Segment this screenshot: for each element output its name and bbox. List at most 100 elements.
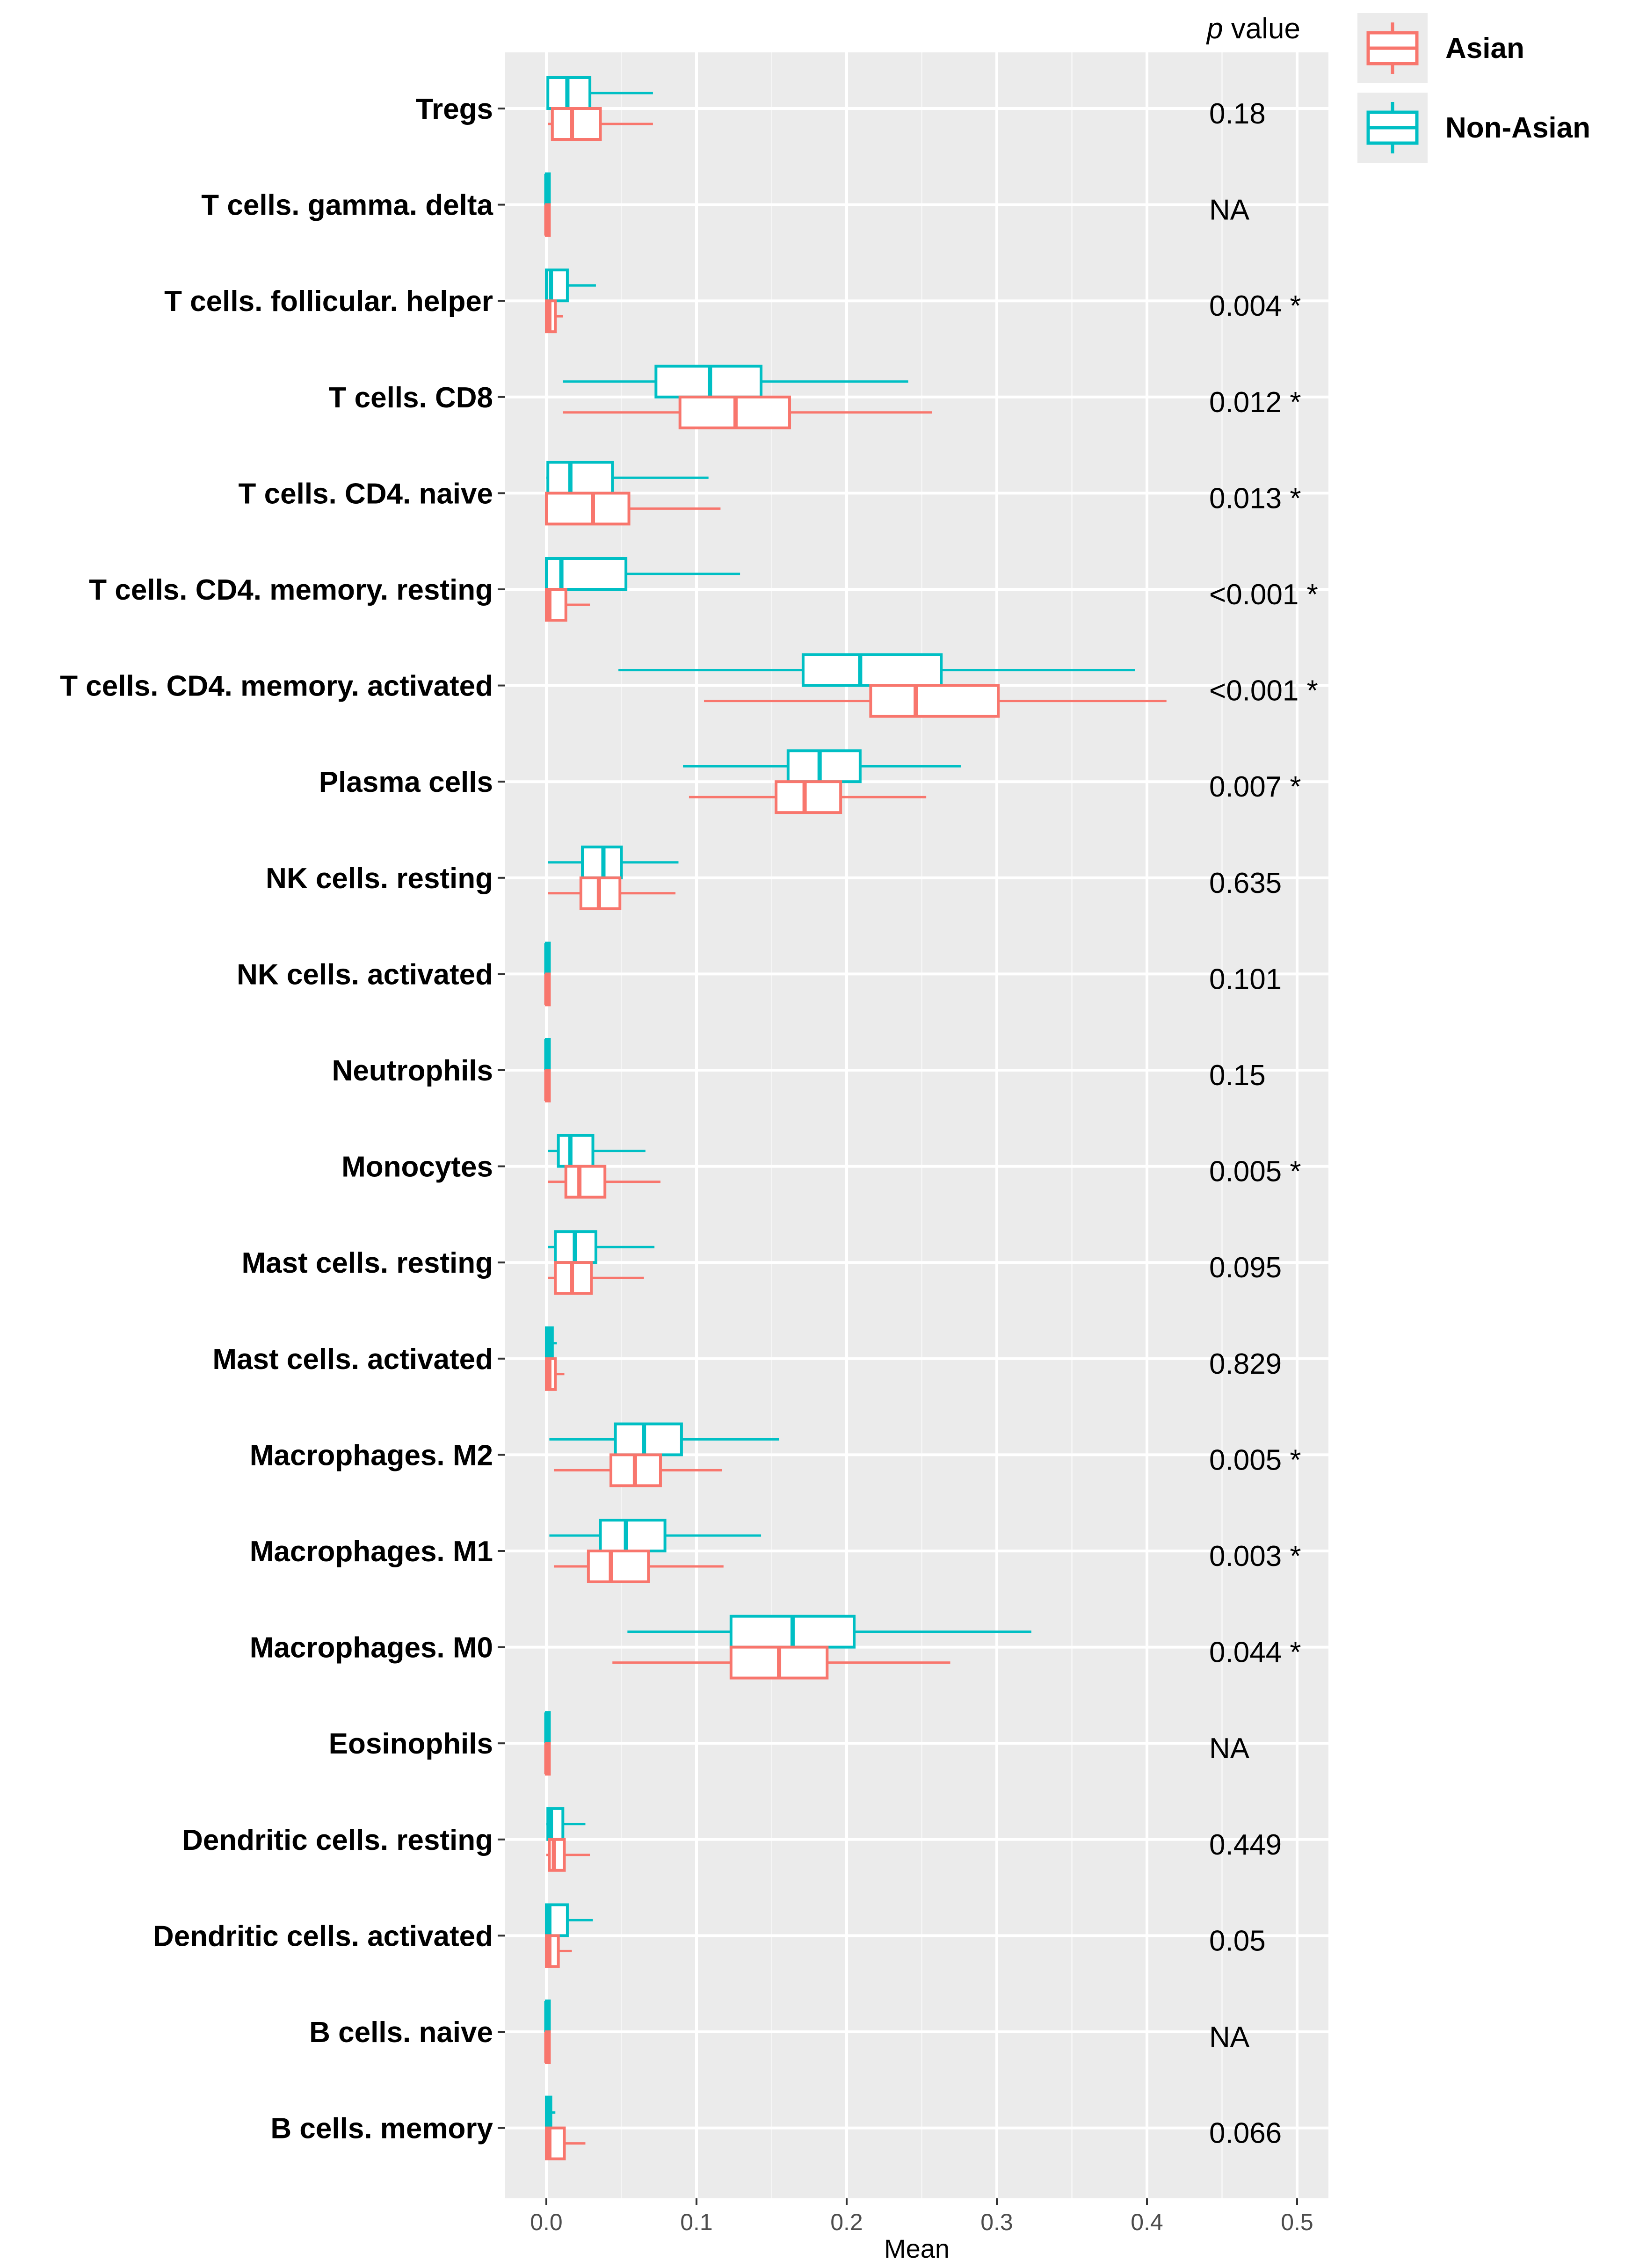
box-nonasian bbox=[683, 749, 961, 783]
category-label: Macrophages. M0 bbox=[250, 1632, 493, 1664]
box-asian-box bbox=[775, 780, 842, 814]
pvalue-label: 0.004 * bbox=[1209, 290, 1301, 322]
box-asian bbox=[544, 1069, 551, 1102]
pvalue-header-italic: p bbox=[1206, 13, 1223, 45]
category-label: Monocytes bbox=[341, 1151, 493, 1183]
pvalue-label: 0.007 * bbox=[1209, 771, 1301, 803]
box-asian bbox=[612, 1645, 950, 1680]
box-asian-box bbox=[587, 1550, 650, 1583]
pvalue-label: <0.001 * bbox=[1209, 675, 1318, 707]
category-label: Dendritic cells. activated bbox=[153, 1920, 493, 1952]
pvalue-label: 0.829 bbox=[1209, 1348, 1282, 1380]
category-label: T cells. CD4. memory. resting bbox=[89, 574, 493, 606]
pvalue-label: NA bbox=[1209, 194, 1250, 226]
pvalue-label: 0.003 * bbox=[1209, 1540, 1301, 1572]
box-asian bbox=[554, 1550, 724, 1583]
box-asian bbox=[546, 1838, 590, 1872]
pvalue-label: 0.013 * bbox=[1209, 482, 1301, 514]
category-label: NK cells. resting bbox=[266, 862, 493, 895]
box-nonasian bbox=[546, 76, 653, 110]
category-label: B cells. memory bbox=[270, 2113, 493, 2145]
box-nonasian-box bbox=[546, 461, 614, 495]
box-asian bbox=[544, 2030, 551, 2064]
box-nonasian-box bbox=[599, 1519, 667, 1552]
box-asian bbox=[704, 684, 1167, 718]
category-label: Neutrophils bbox=[332, 1055, 493, 1087]
category-label: NK cells. activated bbox=[237, 958, 493, 991]
category-label: T cells. CD4. naive bbox=[239, 478, 493, 510]
pvalue-label: 0.012 * bbox=[1209, 386, 1301, 419]
pvalue-header-rest: value bbox=[1223, 13, 1300, 45]
box-nonasian bbox=[563, 364, 908, 399]
box-nonasian bbox=[544, 1711, 551, 1745]
pvalue-label: 0.635 bbox=[1209, 867, 1282, 899]
box-nonasian bbox=[548, 845, 679, 879]
box-asian bbox=[545, 299, 563, 333]
category-labels: Tregs T cells. gamma. delta T cells. folli… bbox=[60, 93, 505, 2145]
pvalue-label: NA bbox=[1209, 2021, 1250, 2053]
box-nonasian bbox=[618, 653, 1135, 687]
category-label: B cells. naive bbox=[309, 2016, 493, 2049]
pvalue-label: 0.101 bbox=[1209, 963, 1282, 995]
box-nonasian bbox=[545, 268, 596, 303]
plot-panel bbox=[505, 52, 1328, 2198]
pvalue-label: 0.005 * bbox=[1209, 1444, 1301, 1476]
box-nonasian bbox=[544, 942, 551, 976]
category-label: Macrophages. M2 bbox=[250, 1439, 493, 1471]
box-nonasian bbox=[549, 1519, 762, 1552]
box-nonasian bbox=[627, 1615, 1031, 1649]
pvalue-label: <0.001 * bbox=[1209, 579, 1318, 611]
category-label: T cells. CD4. memory. activated bbox=[60, 670, 493, 703]
box-nonasian-box bbox=[545, 557, 628, 591]
pvalue-column: 0.18 NA 0.004 * 0.012 * 0.013 * <0.001 * <0.00… bbox=[1209, 98, 1318, 2150]
category-label: T cells. follicular. helper bbox=[164, 285, 493, 318]
x-tick-label: 0.0 bbox=[530, 2209, 563, 2235]
box-nonasian bbox=[544, 1038, 551, 1072]
box-nonasian-box bbox=[557, 1134, 595, 1168]
x-tick-label: 0.2 bbox=[830, 2209, 863, 2235]
x-tick-label: 0.4 bbox=[1131, 2209, 1163, 2235]
box-asian bbox=[544, 1742, 551, 1776]
pvalue-label: 0.18 bbox=[1209, 98, 1266, 130]
category-label: Tregs bbox=[416, 93, 493, 125]
x-tick-label: 0.3 bbox=[980, 2209, 1013, 2235]
box-asian bbox=[545, 2126, 586, 2160]
box-asian bbox=[563, 395, 932, 429]
box-asian bbox=[545, 588, 590, 622]
box-asian bbox=[544, 972, 551, 1007]
category-label: Macrophages. M1 bbox=[250, 1536, 493, 1568]
pvalue-label: NA bbox=[1209, 1732, 1250, 1765]
box-nonasian-box bbox=[801, 653, 943, 687]
box-nonasian-box bbox=[786, 749, 862, 783]
legend-label-asian: Asian bbox=[1445, 32, 1524, 65]
pvalue-label: 0.449 bbox=[1209, 1829, 1282, 1861]
box-nonasian bbox=[548, 1230, 655, 1264]
category-label: Plasma cells bbox=[319, 766, 493, 798]
legend: Asian Non-Asian bbox=[1357, 13, 1590, 163]
box-asian bbox=[544, 203, 551, 237]
box-asian bbox=[689, 780, 927, 814]
pvalue-label: 0.095 bbox=[1209, 1252, 1282, 1284]
box-asian bbox=[554, 1453, 722, 1487]
box-nonasian-box bbox=[614, 1422, 683, 1456]
pvalue-label: 0.15 bbox=[1209, 1059, 1266, 1092]
box-asian-box bbox=[551, 107, 602, 141]
category-label: T cells. CD8 bbox=[329, 382, 493, 414]
category-label: T cells. gamma. delta bbox=[201, 189, 493, 222]
x-tick-label: 0.1 bbox=[680, 2209, 713, 2235]
box-nonasian bbox=[544, 2000, 551, 2033]
box-asian-box bbox=[548, 1838, 566, 1872]
x-axis-ticks: 0.0 0.1 0.2 0.3 0.4 0.5 bbox=[530, 2198, 1313, 2235]
box-asian bbox=[548, 1261, 644, 1295]
category-label: Dendritic cells. resting bbox=[182, 1824, 493, 1856]
pvalue-header: p value bbox=[1206, 13, 1300, 45]
x-tick-label: 0.5 bbox=[1281, 2209, 1313, 2235]
box-asian-box bbox=[564, 1165, 607, 1199]
box-asian bbox=[545, 492, 721, 526]
category-label: Mast cells. resting bbox=[241, 1247, 493, 1279]
box-asian-box bbox=[545, 492, 631, 526]
box-series bbox=[544, 76, 1167, 2160]
pvalue-label: 0.005 * bbox=[1209, 1156, 1301, 1188]
box-asian bbox=[548, 107, 653, 141]
